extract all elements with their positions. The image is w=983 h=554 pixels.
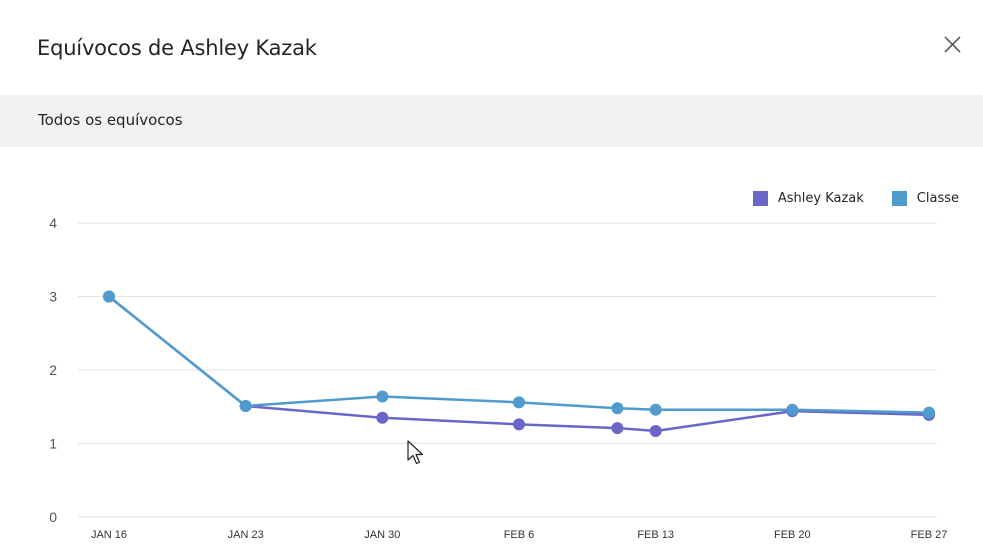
x-tick-label: JAN 23 bbox=[228, 529, 264, 541]
legend-label-class: Classe bbox=[916, 191, 959, 206]
y-tick-label: 0 bbox=[49, 509, 57, 525]
data-point-class bbox=[376, 390, 389, 403]
x-tick-label: FEB 27 bbox=[911, 529, 948, 541]
data-point-class bbox=[103, 290, 115, 303]
legend-item-class[interactable]: Classe bbox=[891, 191, 959, 206]
close-button[interactable] bbox=[938, 30, 968, 60]
x-tick-label: JAN 30 bbox=[364, 529, 400, 541]
y-tick-label: 2 bbox=[49, 362, 57, 378]
x-tick-label: FEB 13 bbox=[637, 529, 674, 541]
data-point-student bbox=[611, 422, 624, 435]
x-tick-label: FEB 20 bbox=[774, 529, 811, 541]
legend-label-student: Ashley Kazak bbox=[777, 191, 864, 206]
data-point-class bbox=[611, 402, 624, 415]
y-tick-label: 4 bbox=[49, 215, 57, 231]
data-point-class bbox=[786, 403, 799, 416]
chart-area: Ashley Kazak Classe 0 1 2 3 4 JAN 16 JAN 23 JAN… bbox=[0, 147, 983, 554]
series-line-class bbox=[108, 295, 930, 414]
data-point-class bbox=[923, 406, 935, 419]
section-label: Todos os equívocos bbox=[38, 111, 183, 129]
line-chart: 0 1 2 3 4 JAN 16 JAN 23 JAN 30 FEB 6 FEB 13 FEB 20… bbox=[49, 215, 948, 541]
data-point-student bbox=[376, 411, 389, 424]
dialog-header: Equívocos de Ashley Kazak bbox=[0, 0, 983, 95]
x-tick-label: FEB 6 bbox=[504, 529, 535, 541]
legend-item-student[interactable]: Ashley Kazak bbox=[752, 191, 864, 206]
dialog-title: Equívocos de Ashley Kazak bbox=[37, 36, 317, 60]
close-icon bbox=[944, 36, 961, 53]
data-point-class bbox=[649, 403, 662, 416]
legend-swatch-student bbox=[752, 191, 768, 206]
series-line-student bbox=[108, 295, 930, 433]
data-point-student bbox=[513, 418, 525, 431]
data-point-student bbox=[649, 425, 662, 438]
section-bar: Todos os equívocos bbox=[0, 95, 983, 147]
legend-swatch-class bbox=[891, 191, 907, 206]
data-point-class bbox=[513, 396, 525, 409]
mouse-cursor-icon bbox=[406, 439, 426, 472]
y-tick-label: 3 bbox=[49, 289, 57, 305]
x-tick-label: JAN 16 bbox=[91, 529, 127, 541]
chart-legend: Ashley Kazak Classe bbox=[752, 191, 959, 206]
y-tick-label: 1 bbox=[49, 436, 57, 452]
data-point-class bbox=[239, 400, 252, 413]
